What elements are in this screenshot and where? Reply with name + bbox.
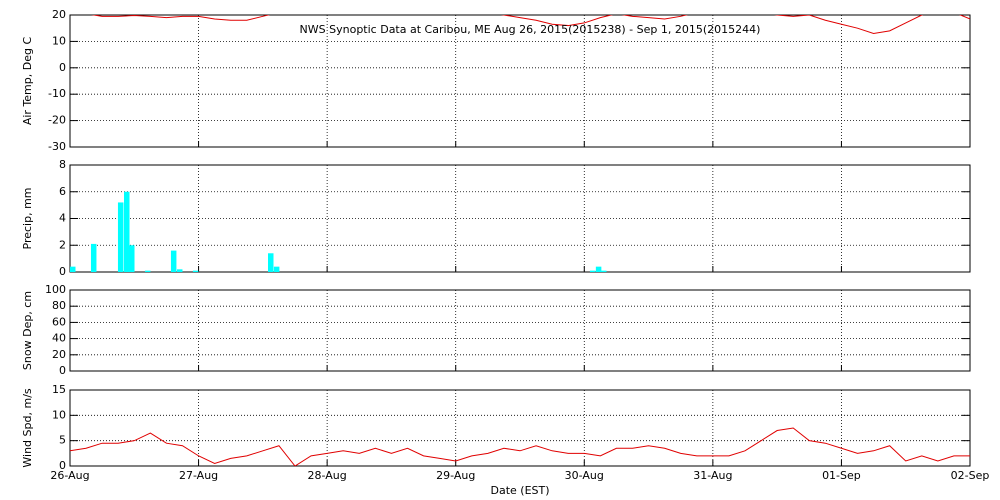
bar bbox=[176, 269, 183, 272]
bar bbox=[124, 191, 130, 272]
y-tick-label: -20 bbox=[48, 114, 66, 127]
plot-area bbox=[70, 427, 970, 466]
x-tick-label: 29-Aug bbox=[436, 469, 475, 482]
y-tick-label: 80 bbox=[52, 299, 66, 312]
x-axis-label: Date (EST) bbox=[490, 484, 549, 497]
plot-area bbox=[70, 191, 607, 272]
plot-area bbox=[91, 15, 970, 34]
chart-title: NWS Synoptic Data at Caribou, ME Aug 26,… bbox=[300, 23, 761, 36]
y-tick-label: 2 bbox=[59, 238, 66, 251]
x-tick-label: 26-Aug bbox=[50, 469, 89, 482]
data-line bbox=[70, 427, 970, 466]
y-axis-label: Wind Spd, m/s bbox=[21, 388, 34, 468]
bar bbox=[589, 270, 596, 272]
y-tick-label: 0 bbox=[59, 265, 66, 278]
y-tick-label: 0 bbox=[59, 459, 66, 472]
bar bbox=[129, 245, 135, 272]
y-tick-label: 6 bbox=[59, 185, 66, 198]
y-axis-label: Precip, mm bbox=[21, 188, 34, 250]
plot-frame bbox=[69, 289, 971, 372]
bar bbox=[268, 253, 274, 272]
bar bbox=[192, 270, 199, 272]
y-tick-label: 40 bbox=[52, 332, 66, 345]
y-axis-label: Snow Dep, cm bbox=[21, 291, 34, 370]
y-tick-label: 15 bbox=[52, 383, 66, 396]
bar bbox=[117, 202, 124, 272]
bar bbox=[90, 243, 97, 272]
y-tick-label: 20 bbox=[52, 348, 66, 361]
y-axis-label: Air Temp, Deg C bbox=[21, 37, 34, 126]
x-tick-label: 01-Sep bbox=[822, 469, 861, 482]
y-tick-label: 20 bbox=[52, 8, 66, 21]
y-tick-label: 4 bbox=[59, 212, 66, 225]
y-tick-label: 60 bbox=[52, 315, 66, 328]
x-tick-label: 30-Aug bbox=[565, 469, 604, 482]
data-line bbox=[91, 15, 970, 34]
y-tick-label: 5 bbox=[59, 434, 66, 447]
bar bbox=[70, 266, 76, 272]
bar bbox=[273, 266, 280, 272]
y-tick-label: 100 bbox=[45, 283, 66, 296]
x-tick-label: 28-Aug bbox=[308, 469, 347, 482]
plot-frame bbox=[69, 389, 971, 467]
y-tick-label: 0 bbox=[59, 61, 66, 74]
y-tick-label: 10 bbox=[52, 408, 66, 421]
plot-frame bbox=[69, 14, 971, 148]
y-tick-label: -10 bbox=[48, 87, 66, 100]
bar bbox=[144, 270, 151, 272]
y-tick-label: 8 bbox=[59, 158, 66, 171]
y-tick-label: -30 bbox=[48, 140, 66, 153]
bar bbox=[170, 250, 177, 272]
x-tick-label: 27-Aug bbox=[179, 469, 218, 482]
plot-frame bbox=[69, 164, 971, 273]
bar bbox=[595, 266, 602, 272]
x-tick-label: 31-Aug bbox=[693, 469, 732, 482]
y-tick-label: 10 bbox=[52, 34, 66, 47]
x-tick-label: 02-Sep bbox=[951, 469, 990, 482]
y-tick-label: 0 bbox=[59, 364, 66, 377]
bar bbox=[601, 270, 607, 272]
